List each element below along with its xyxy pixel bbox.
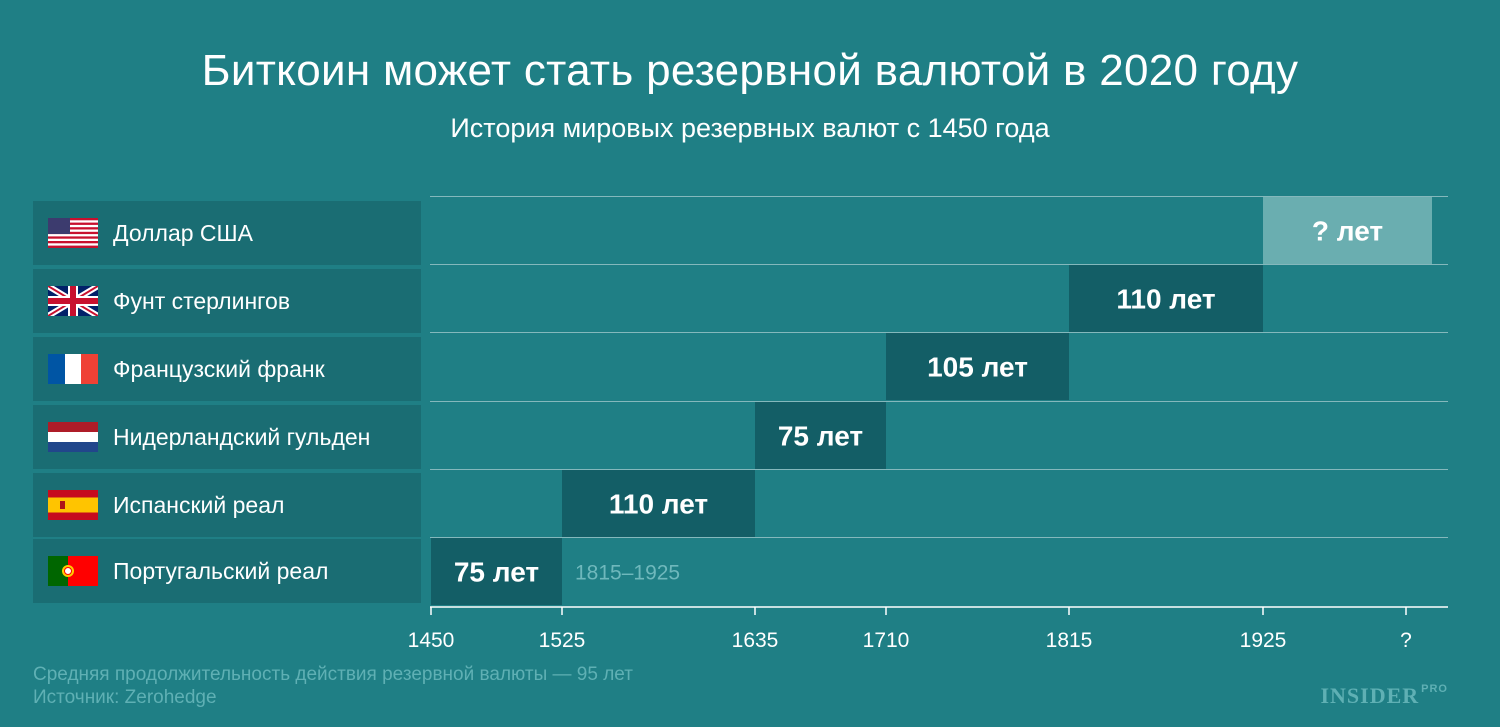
bar-label-uk: 110 лет: [1116, 284, 1215, 315]
bar-france: [886, 333, 1069, 400]
insider-pro-logo: INSIDER PRO: [1320, 683, 1448, 708]
bar-label-france: 105 лет: [927, 352, 1028, 383]
row-divider: [430, 469, 1448, 470]
x-tick-label: 1635: [732, 629, 779, 652]
footer-note: Средняя продолжительность действия резер…: [33, 664, 633, 685]
netherlands-flag-icon: [48, 422, 98, 452]
x-tick-label: 1815: [1046, 629, 1093, 652]
spain-flag-icon: [48, 490, 98, 520]
x-tick-label: ?: [1400, 629, 1412, 652]
legend-row-usd: Доллар США: [33, 201, 421, 265]
row-divider: [430, 196, 1448, 197]
legend-row-esp: Испанский реал: [33, 473, 421, 537]
chart-subtitle: История мировых резервных валют с 1450 г…: [450, 113, 1050, 143]
currency-label-nlg: Нидерландский гульден: [113, 424, 371, 450]
bar-label-netherlands: 75 лет: [778, 421, 863, 452]
uk-flag-icon: [48, 286, 98, 316]
x-tick-label: 1525: [539, 629, 586, 652]
bar-usa: [1263, 197, 1432, 264]
bar-portugal: [431, 538, 562, 605]
x-tick-label: 1450: [408, 629, 455, 652]
currency-label-esp: Испанский реал: [113, 492, 285, 518]
currency-label-usd: Доллар США: [113, 220, 253, 246]
x-tick-label: 1925: [1240, 629, 1287, 652]
row-divider: [430, 264, 1448, 265]
legend-row-frf: Французский франк: [33, 337, 421, 401]
currency-label-gbp: Фунт стерлингов: [113, 288, 291, 314]
row-divider: [430, 401, 1448, 402]
bar-netherlands: [755, 402, 886, 469]
x-tick-label: 1710: [863, 629, 910, 652]
bar-label-usa: ? лет: [1312, 216, 1383, 247]
usa-flag-icon: [48, 218, 98, 248]
bar-label-spain: 110 лет: [609, 489, 708, 520]
france-flag-icon: [48, 354, 98, 384]
currency-label-frf: Французский франк: [113, 356, 325, 382]
portugal-flag-icon: [48, 556, 98, 586]
legend-row-nlg: Нидерландский гульден: [33, 405, 421, 469]
footer-source: Источник: Zerohedge: [33, 687, 217, 708]
legend-row-gbp: Фунт стерлингов: [33, 269, 421, 333]
bar-spain: [562, 470, 755, 537]
annotation-years: 1815–1925: [575, 562, 680, 585]
row-divider: [430, 537, 1448, 538]
bar-label-portugal: 75 лет: [454, 557, 539, 588]
chart-title: Биткоин может стать резервной валютой в …: [201, 46, 1299, 95]
bar-uk: [1069, 265, 1263, 332]
legend-row-prt: Португальский реал: [33, 539, 421, 603]
currency-label-prt: Португальский реал: [113, 558, 329, 584]
row-divider: [430, 332, 1448, 333]
